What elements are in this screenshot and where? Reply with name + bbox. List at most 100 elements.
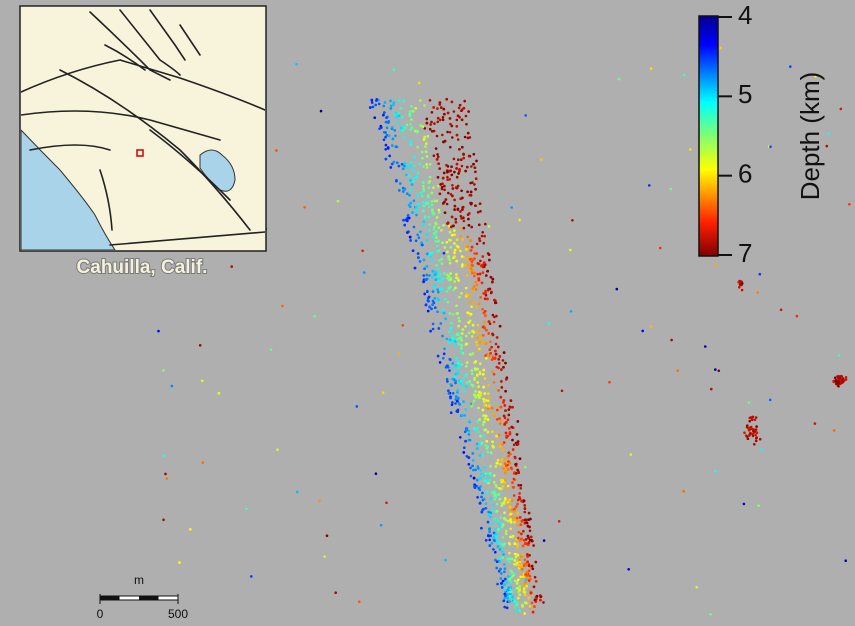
earthquake <box>468 419 471 423</box>
earthquake <box>754 433 757 437</box>
earthquake <box>431 327 435 331</box>
earthquake <box>467 224 471 227</box>
earthquake <box>417 256 420 259</box>
earthquake <box>489 451 493 455</box>
earthquake <box>486 297 489 301</box>
earthquake <box>463 390 466 393</box>
earthquake <box>456 363 460 367</box>
earthquake <box>422 209 425 213</box>
earthquake <box>390 162 394 166</box>
earthquake <box>295 63 298 66</box>
earthquake <box>486 269 489 273</box>
earthquake <box>491 370 495 374</box>
earthquake <box>508 578 512 581</box>
earthquake <box>437 208 441 212</box>
earthquake <box>519 484 523 487</box>
earthquake <box>459 436 462 439</box>
scale-bar: 0 500 <box>97 594 188 621</box>
earthquake <box>458 148 461 151</box>
earthquake <box>460 292 463 295</box>
earthquake <box>492 320 496 324</box>
earthquake <box>475 252 479 255</box>
earthquake <box>527 596 531 600</box>
earthquake <box>513 606 517 609</box>
earthquake <box>230 265 233 268</box>
earthquake <box>532 585 536 589</box>
earthquake <box>514 555 518 559</box>
earthquake <box>402 190 405 193</box>
earthquake <box>523 510 527 514</box>
earthquake <box>480 281 484 285</box>
earthquake <box>443 211 447 214</box>
earthquake <box>450 215 454 219</box>
earthquake <box>481 325 485 329</box>
earthquake <box>381 391 385 395</box>
earthquake <box>453 208 456 211</box>
earthquake <box>444 365 448 369</box>
earthquake <box>486 407 490 410</box>
earthquake <box>839 107 843 111</box>
earthquake <box>427 186 431 189</box>
earthquake <box>747 434 751 437</box>
earthquake <box>406 214 410 217</box>
earthquake <box>513 509 517 513</box>
earthquake <box>530 601 534 605</box>
earthquake <box>513 559 517 562</box>
earthquake <box>448 131 452 134</box>
earthquake <box>426 309 430 313</box>
earthquake <box>422 204 426 208</box>
earthquake <box>498 560 502 564</box>
earthquake <box>503 605 507 609</box>
earthquake <box>413 266 417 270</box>
earthquake <box>494 528 498 531</box>
earthquake <box>515 433 519 436</box>
earthquake <box>494 465 498 468</box>
earthquake <box>425 142 428 145</box>
earthquake <box>758 437 762 441</box>
earthquake <box>496 528 500 531</box>
earthquake <box>449 145 452 149</box>
earthquake <box>469 474 473 478</box>
earthquake <box>484 507 488 510</box>
earthquake <box>455 312 459 315</box>
earthquake <box>458 319 461 323</box>
earthquake <box>516 586 520 590</box>
earthquake <box>843 378 847 382</box>
earthquake <box>436 354 440 358</box>
earthquake <box>751 434 755 438</box>
earthquake <box>434 233 437 236</box>
earthquake <box>449 272 452 275</box>
earthquake <box>521 603 524 607</box>
earthquake <box>451 377 454 381</box>
earthquake <box>515 582 519 585</box>
earthquake <box>518 609 521 613</box>
earthquake <box>453 229 456 232</box>
earthquake <box>504 457 507 460</box>
earthquake <box>502 399 506 402</box>
earthquake <box>484 414 488 418</box>
earthquake <box>503 481 506 485</box>
earthquake <box>648 184 651 187</box>
earthquake <box>476 367 480 371</box>
earthquake <box>470 335 474 338</box>
earthquake <box>497 569 501 573</box>
earthquake <box>499 567 502 571</box>
earthquake <box>481 255 485 258</box>
earthquake <box>486 472 490 475</box>
earthquake <box>503 500 506 504</box>
earthquake <box>531 610 535 614</box>
earthquake <box>501 525 504 529</box>
earthquake <box>480 264 483 268</box>
earthquake <box>714 368 717 371</box>
earthquake <box>437 290 440 294</box>
earthquake <box>738 285 741 289</box>
earthquake <box>488 472 492 475</box>
earthquake <box>435 199 439 203</box>
earthquake <box>449 383 453 386</box>
earthquake <box>504 361 507 365</box>
earthquake <box>457 316 461 320</box>
earthquake <box>446 178 449 181</box>
earthquake <box>447 224 451 228</box>
earthquake <box>474 204 477 207</box>
earthquake <box>769 145 772 148</box>
